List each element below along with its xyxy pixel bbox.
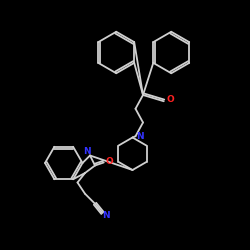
Text: O: O [106,157,113,166]
Text: N: N [136,132,144,141]
Text: N: N [102,212,109,220]
Text: N: N [83,146,91,156]
Text: O: O [167,96,174,104]
